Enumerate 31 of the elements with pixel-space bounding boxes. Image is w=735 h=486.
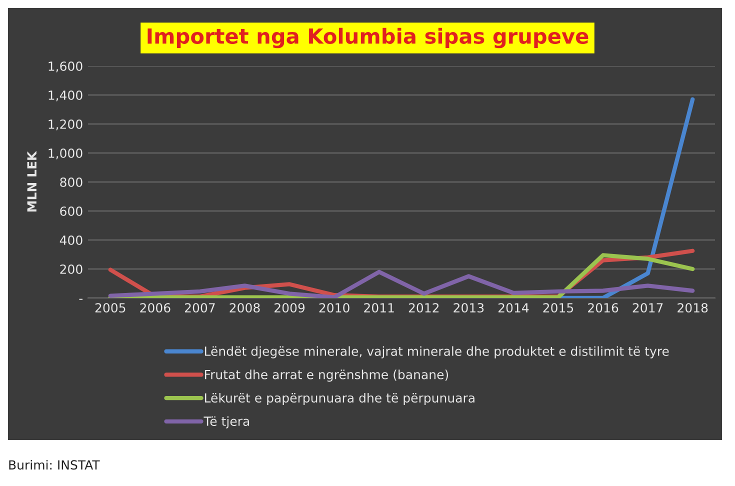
x-tick-label: 2009	[274, 303, 305, 313]
text: Burimi: INSTAT	[9, 460, 100, 470]
x-tick-label: 2015	[543, 303, 574, 313]
legend-label: Frutat dhe arrat e ngrënshme (banane)	[204, 370, 448, 382]
y-tick-label: 800	[60, 177, 82, 187]
x-tick-label: 2010	[319, 303, 350, 313]
x-tick-label: 2011	[364, 303, 394, 313]
legend-label: Të tjera	[204, 416, 250, 428]
line-series	[108, 270, 695, 298]
y-tick-label: 1,000	[48, 148, 82, 160]
y-tick-label: 600	[60, 206, 82, 216]
x-tick-label: 2012	[408, 303, 439, 313]
x-tick-label: 2014	[498, 303, 529, 313]
y-tick-label: 400	[60, 235, 82, 245]
y-tick-label: -	[79, 298, 83, 300]
x-tick-label: 2007	[184, 303, 215, 313]
legend-label: Lëkurët e papërpunuara dhe të përpunuara	[204, 392, 474, 406]
y-axis-title: MLN LEK	[27, 150, 36, 212]
x-tick-label: 2008	[230, 303, 260, 313]
x-tick-label: 2005	[95, 303, 126, 313]
y-tick-label: 1,600	[48, 61, 82, 72]
x-tick-label: 2013	[454, 303, 484, 313]
x-tick-label: 2006	[140, 303, 170, 313]
chart-title: Importet nga Kolumbia sipas grupeve	[148, 28, 588, 48]
x-tick-label: 2016	[588, 303, 618, 313]
y-tick-label: 1,400	[48, 90, 82, 102]
x-tick-label: 2018	[678, 303, 708, 313]
legend-label: Lëndët djegëse minerale, vajrat minerale dhe produktet e distilimit të tyre	[204, 346, 669, 358]
y-tick-label: 1,200	[48, 119, 82, 130]
x-tick-label: 2017	[632, 303, 663, 313]
y-tick-label: 200	[60, 264, 82, 274]
